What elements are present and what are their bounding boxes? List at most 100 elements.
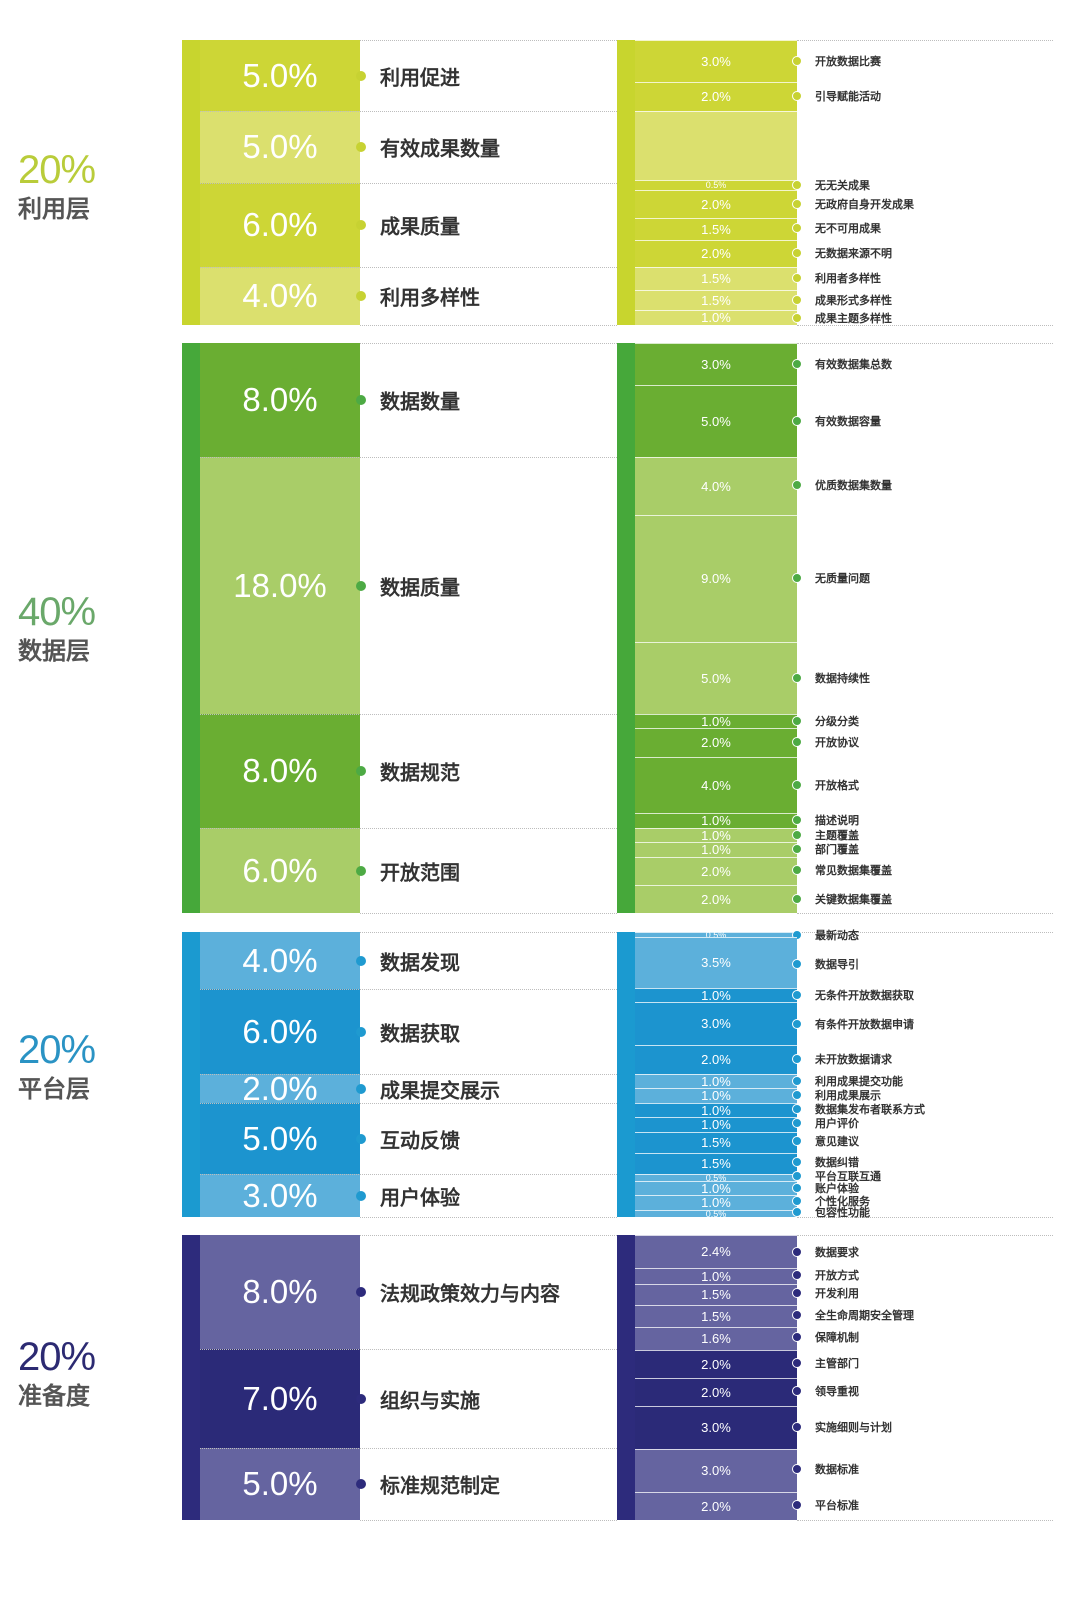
indicator-label: 利用成果提交功能 — [815, 1075, 903, 1088]
category-dot-icon — [356, 1083, 366, 1094]
indicator-bar: 3.0% — [635, 1002, 797, 1045]
indicator-dot-icon — [792, 416, 802, 426]
category-label: 法规政策效力与内容 — [380, 1281, 560, 1306]
divider — [797, 1520, 1053, 1521]
divider — [797, 932, 1053, 933]
layer-name: 准备度 — [18, 1382, 90, 1410]
segment-line — [635, 714, 797, 715]
category-label: 标准规范制定 — [380, 1473, 500, 1498]
indicator-bar: 4.0% — [635, 457, 797, 515]
category-label: 互动反馈 — [380, 1128, 460, 1152]
indicator-dot-icon — [792, 930, 802, 940]
indicator-bar: 2.0% — [635, 857, 797, 885]
indicator-dot-icon — [792, 844, 802, 854]
indicator-bar: 2.0% — [635, 1350, 797, 1378]
category-dot-icon — [356, 220, 366, 230]
indicator-label: 无条件开放数据获取 — [815, 989, 914, 1002]
indicator-dot-icon — [792, 1019, 802, 1029]
segment-line — [635, 290, 797, 291]
category-dot-icon — [356, 580, 366, 591]
segment-line — [635, 1181, 797, 1182]
indicator-label: 关键数据集覆盖 — [815, 893, 892, 906]
indicator-dot-icon — [792, 273, 802, 283]
category-bar: 5.0% — [200, 111, 360, 183]
divider — [200, 989, 617, 990]
segment-line — [635, 1235, 797, 1236]
segment-line — [635, 642, 797, 643]
indicator-bar: 0.5% — [635, 180, 797, 190]
indicator-dot-icon — [792, 56, 802, 66]
indicator-label: 全生命周期安全管理 — [815, 1309, 914, 1322]
segment-line — [635, 111, 797, 112]
category-label: 开放范围 — [380, 860, 460, 884]
divider — [200, 714, 617, 715]
indicator-label: 个性化服务 — [815, 1195, 870, 1208]
indicator-dot-icon — [792, 1288, 802, 1298]
indicator-bar: 0.5% — [635, 930, 797, 940]
category-label: 组织与实施 — [380, 1388, 480, 1412]
indicator-dot-icon — [792, 1207, 802, 1217]
indicator-dot-icon — [792, 815, 802, 825]
indicator-label: 优质数据集数量 — [815, 479, 892, 492]
indicator-dot-icon — [792, 199, 802, 209]
indicator-dot-icon — [792, 673, 802, 683]
divider — [360, 1217, 617, 1218]
indicator-label: 描述说明 — [815, 814, 859, 827]
category-dot-icon — [356, 70, 366, 81]
segment-line — [635, 813, 797, 814]
divider — [360, 40, 617, 41]
layer-strip — [182, 932, 200, 1217]
divider — [200, 1448, 617, 1449]
segment-line — [635, 1406, 797, 1407]
indicator-dot-icon — [792, 1464, 802, 1474]
indicator-bar: 2.0% — [635, 82, 797, 111]
indicator-label: 成果主题多样性 — [815, 312, 892, 325]
indicator-bar: 3.0% — [635, 40, 797, 82]
segment-line — [635, 1350, 797, 1351]
divider — [797, 343, 1053, 344]
indicator-label: 主管部门 — [815, 1357, 859, 1370]
layer-strip — [617, 343, 635, 913]
segment-line — [635, 728, 797, 729]
indicator-label: 常见数据集覆盖 — [815, 864, 892, 877]
indicator-dot-icon — [792, 830, 802, 840]
category-bar: 18.0% — [200, 457, 360, 714]
indicator-bar: 0.5% — [635, 1209, 797, 1219]
segment-line — [635, 1174, 797, 1175]
segment-line — [635, 1088, 797, 1089]
category-label: 利用促进 — [380, 65, 460, 89]
divider — [360, 1235, 617, 1236]
indicator-label: 开放协议 — [815, 736, 859, 749]
indicator-bar: 1.0% — [635, 828, 797, 843]
indicator-bar: 1.5% — [635, 1153, 797, 1174]
indicator-dot-icon — [792, 295, 802, 305]
segment-line — [635, 82, 797, 83]
segment-line — [635, 1002, 797, 1003]
indicator-bar: 2.0% — [635, 240, 797, 267]
category-label: 数据发现 — [380, 950, 460, 974]
divider — [797, 913, 1053, 914]
indicator-label: 用户评价 — [815, 1117, 859, 1130]
indicator-bar: 1.0% — [635, 1195, 797, 1210]
indicator-label: 有效数据容量 — [815, 415, 881, 428]
indicator-bar: 1.5% — [635, 1305, 797, 1327]
segment-line — [635, 1195, 797, 1196]
segment-line — [635, 180, 797, 181]
layer-strip — [617, 932, 635, 1217]
indicator-label: 数据导引 — [815, 958, 859, 971]
category-label: 有效成果数量 — [380, 136, 500, 161]
segment-line — [635, 385, 797, 386]
indicator-label: 开放数据比赛 — [815, 55, 881, 68]
segment-line — [635, 1074, 797, 1075]
layer-name: 利用层 — [18, 195, 90, 223]
indicator-dot-icon — [792, 780, 802, 790]
indicator-dot-icon — [792, 1358, 802, 1368]
indicator-label: 开放格式 — [815, 779, 859, 792]
layer-strip — [182, 1235, 200, 1520]
category-dot-icon — [356, 1026, 366, 1037]
category-bar: 5.0% — [200, 1103, 360, 1174]
indicator-bar: 1.0% — [635, 1088, 797, 1103]
indicator-bar: 2.0% — [635, 1378, 797, 1406]
layer-weight: 20% — [18, 148, 96, 192]
layer-strip — [182, 40, 200, 325]
